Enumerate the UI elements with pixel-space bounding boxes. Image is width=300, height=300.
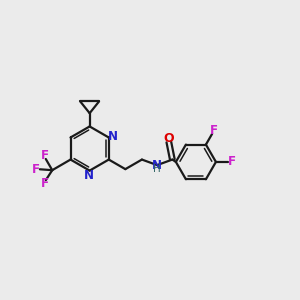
Text: N: N xyxy=(84,169,94,182)
Text: F: F xyxy=(40,149,49,162)
Text: F: F xyxy=(210,124,218,137)
Text: N: N xyxy=(108,130,118,143)
Text: F: F xyxy=(40,177,49,190)
Text: F: F xyxy=(228,155,236,168)
Text: O: O xyxy=(164,132,174,145)
Text: F: F xyxy=(32,163,40,176)
Text: N: N xyxy=(152,159,162,172)
Text: H: H xyxy=(153,164,161,174)
